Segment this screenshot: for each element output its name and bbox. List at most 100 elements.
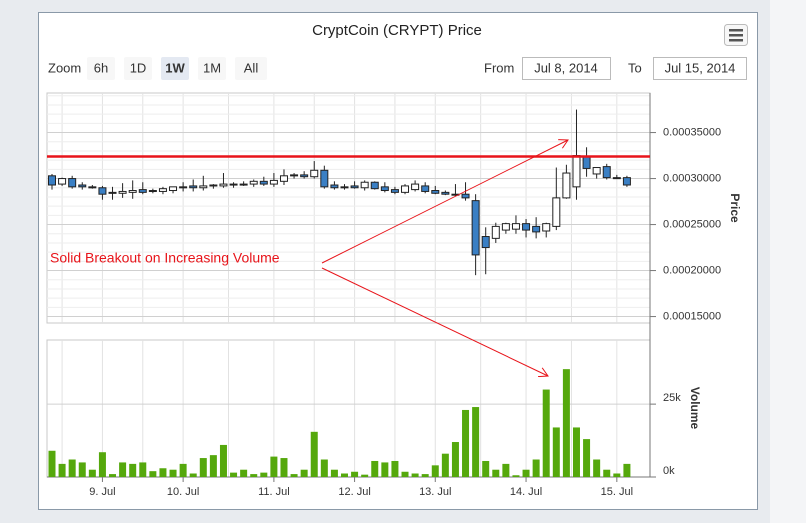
volume-bar xyxy=(300,469,308,477)
volume-bar xyxy=(88,469,96,477)
y-tick-label: 0.00030000 xyxy=(663,172,721,184)
candle-body xyxy=(401,185,410,193)
candle-body xyxy=(572,155,581,188)
volume-bar xyxy=(149,471,157,477)
menu-bar xyxy=(729,34,743,37)
zoom-button-label[interactable]: All xyxy=(244,60,259,75)
candle-body xyxy=(582,155,591,169)
candle-body xyxy=(259,180,268,185)
candle-body xyxy=(48,175,56,186)
volume-bar xyxy=(58,463,66,477)
candle-body xyxy=(380,186,389,192)
candle-body xyxy=(602,166,611,179)
side-strip xyxy=(770,0,806,523)
volume-bar xyxy=(613,473,621,477)
volume-bar xyxy=(129,463,137,477)
volume-bar xyxy=(189,473,197,477)
volume-bar xyxy=(583,439,591,477)
x-tick-label: 15. Jul xyxy=(601,486,633,498)
candle-body xyxy=(169,186,178,192)
x-tick-label: 12. Jul xyxy=(338,486,370,498)
candle-body xyxy=(320,169,329,188)
zoom-button-label[interactable]: 1M xyxy=(203,60,221,75)
volume-bar xyxy=(421,474,429,477)
candle-body xyxy=(501,223,510,231)
zoom-button[interactable] xyxy=(235,57,267,80)
candle-body xyxy=(350,185,359,189)
candle-body xyxy=(330,184,339,189)
volume-bar xyxy=(472,407,480,477)
menu-button[interactable] xyxy=(724,24,748,46)
volume-bar xyxy=(179,463,187,477)
zoom-button-label[interactable]: 6h xyxy=(94,60,108,75)
x-tick-label: 13. Jul xyxy=(419,486,451,498)
menu-bar xyxy=(729,29,743,32)
volume-bar xyxy=(502,463,510,477)
x-tick-label: 10. Jul xyxy=(167,486,199,498)
annotation-arrow xyxy=(321,267,548,376)
candle-body xyxy=(148,190,157,193)
zoom-button[interactable] xyxy=(87,57,115,80)
volume-bar xyxy=(320,459,328,477)
volume-bar xyxy=(542,389,550,477)
volume-bar xyxy=(371,460,379,477)
candle-body xyxy=(390,189,399,193)
candle-body xyxy=(360,181,369,189)
candle-body xyxy=(128,190,137,193)
candle-body xyxy=(592,167,601,175)
zoom-label: Zoom xyxy=(48,60,81,75)
volume-bar xyxy=(482,460,490,477)
volume-bar xyxy=(330,469,338,477)
candle-body xyxy=(279,175,288,182)
volume-bar xyxy=(139,462,147,477)
volume-bar xyxy=(623,463,631,477)
y-tick-label: 0.00015000 xyxy=(663,310,721,322)
zoom-button-label[interactable]: 1D xyxy=(130,60,147,75)
candle-body xyxy=(431,190,440,194)
candle-body xyxy=(229,183,238,186)
volume-bar xyxy=(522,469,530,477)
zoom-button-label[interactable]: 1W xyxy=(165,60,185,75)
volume-bar xyxy=(98,452,106,477)
volume-bar xyxy=(290,474,298,477)
zoom-buttons: 6h 1D 1W 1M All xyxy=(87,57,267,80)
candle-body xyxy=(491,225,500,239)
from-input[interactable]: Jul 8, 2014 xyxy=(534,60,598,75)
volume-bar xyxy=(462,409,470,477)
volume-bar xyxy=(391,460,399,477)
candle-body xyxy=(612,177,621,180)
volume-bar xyxy=(381,462,389,477)
volume-bar xyxy=(48,450,56,477)
annotation-arrow xyxy=(321,140,568,264)
chart-title: CryptCoin (CRYPT) Price xyxy=(312,22,482,39)
volume-bar xyxy=(562,369,570,477)
x-tick-label: 14. Jul xyxy=(510,486,542,498)
to-input-box[interactable] xyxy=(653,57,747,80)
zoom-button[interactable] xyxy=(161,57,189,80)
from-input-box[interactable] xyxy=(522,57,611,80)
y2-tick-label: 25k xyxy=(663,392,681,404)
candle-body xyxy=(421,185,430,192)
y-tick-label: 0.00025000 xyxy=(663,218,721,230)
candle-body xyxy=(78,184,87,188)
zoom-button[interactable] xyxy=(198,57,226,80)
volume-bar xyxy=(401,471,409,477)
volume-bar xyxy=(109,474,117,477)
candle-body xyxy=(532,225,541,233)
x-tick-label: 11. Jul xyxy=(258,486,290,498)
volume-bar xyxy=(280,458,288,477)
y2-tick-label: 0k xyxy=(663,465,675,477)
candle-body xyxy=(138,189,147,193)
candle-body xyxy=(310,169,319,178)
candle-body xyxy=(219,183,228,187)
y2-axis-title: Volume xyxy=(688,387,702,430)
zoom-button[interactable] xyxy=(124,57,152,80)
candle-body xyxy=(189,185,198,189)
volume-bar xyxy=(240,469,248,477)
to-input[interactable]: Jul 15, 2014 xyxy=(665,60,736,75)
menu-bar xyxy=(729,39,743,42)
volume-bar xyxy=(169,469,177,477)
plot: 0.00015000 0.00020000 0.00025000 0.00030000… xyxy=(46,92,742,498)
candle-body xyxy=(340,186,349,189)
